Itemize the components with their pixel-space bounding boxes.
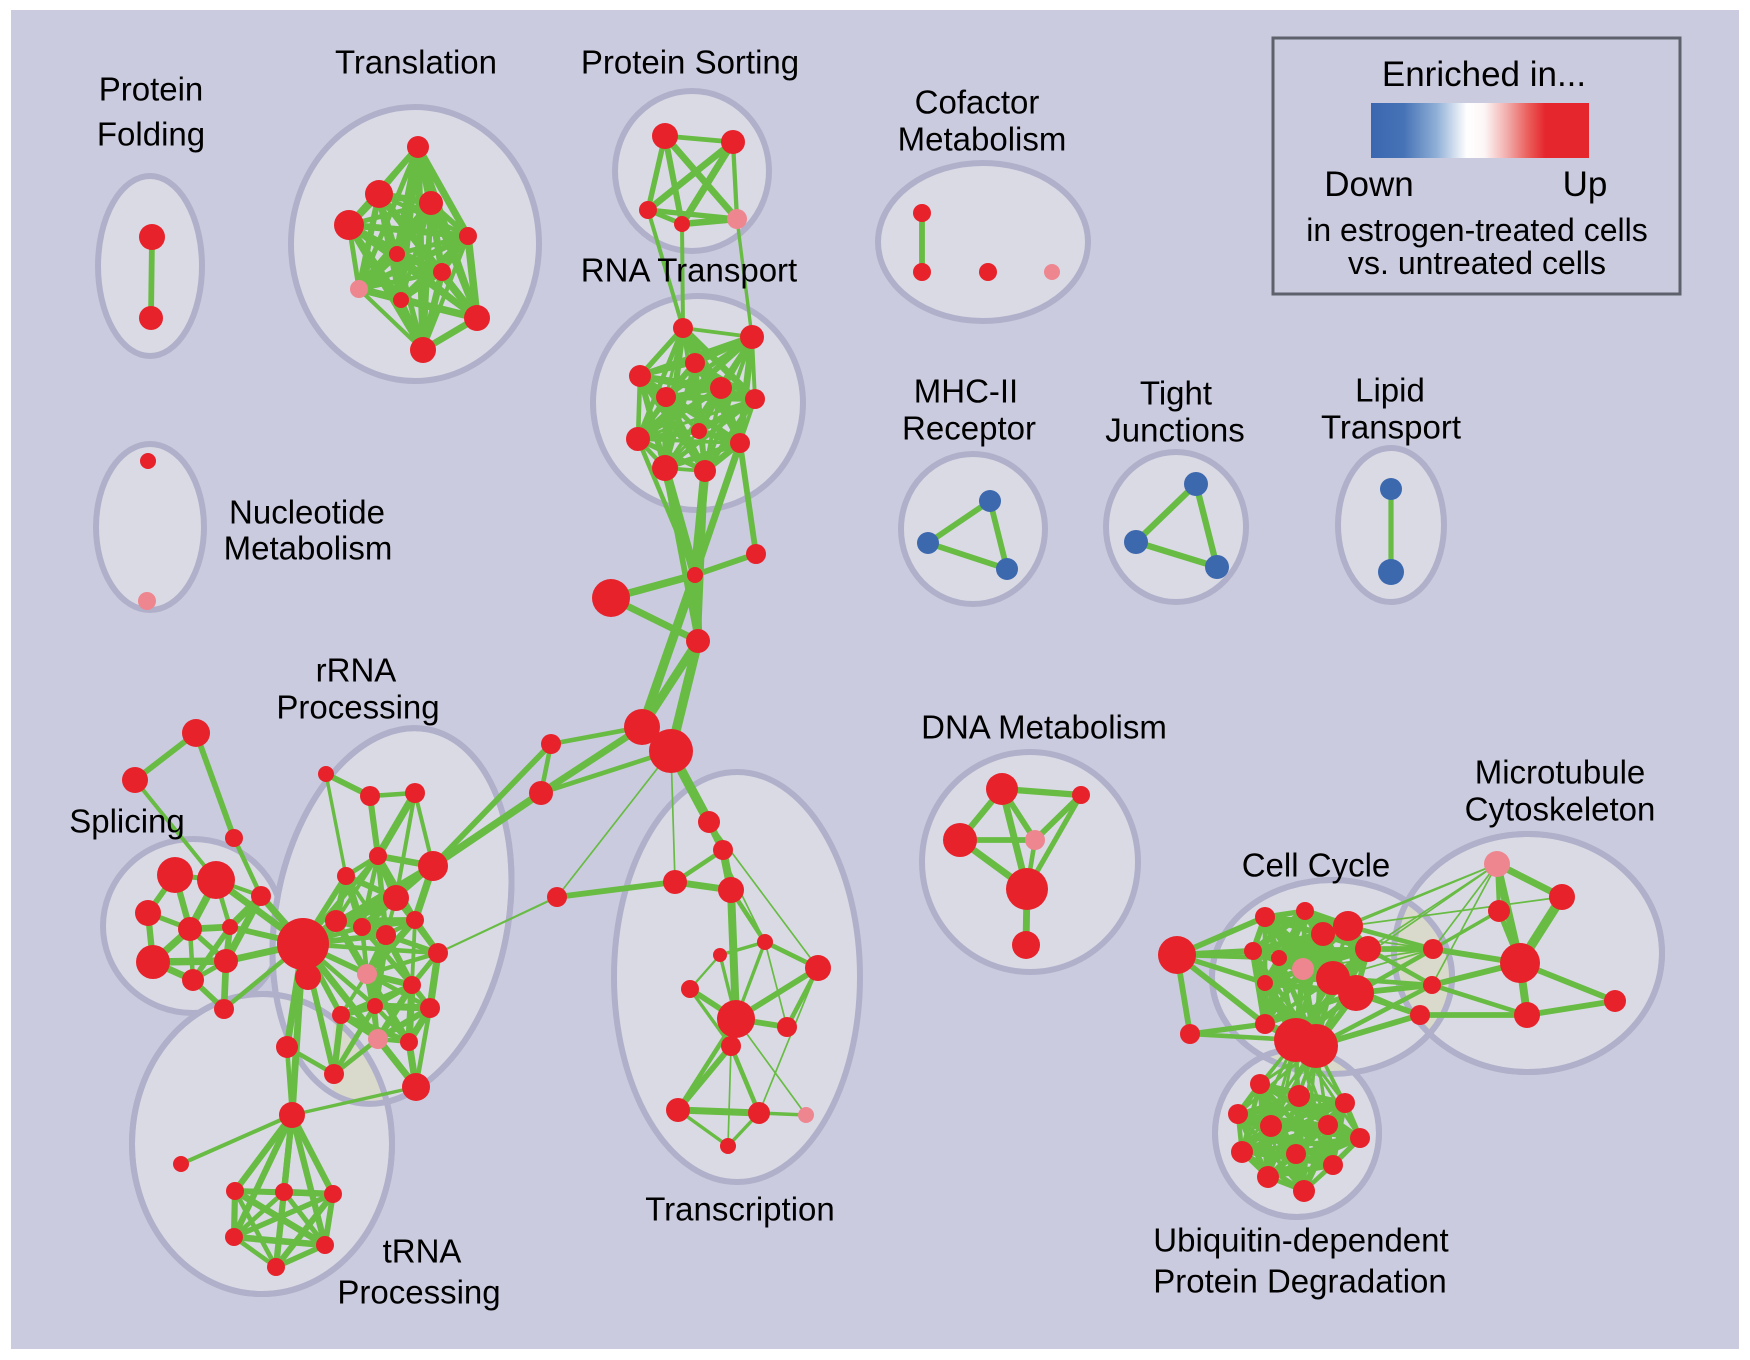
svg-text:Protein Degradation: Protein Degradation xyxy=(1153,1262,1447,1299)
svg-text:vs. untreated cells: vs. untreated cells xyxy=(1348,245,1606,281)
svg-text:Tight: Tight xyxy=(1140,374,1212,411)
svg-text:RNA Transport: RNA Transport xyxy=(581,251,797,288)
svg-text:Junctions: Junctions xyxy=(1105,411,1244,448)
svg-text:Down: Down xyxy=(1324,165,1413,204)
svg-text:Enriched in...: Enriched in... xyxy=(1382,55,1586,94)
svg-text:Folding: Folding xyxy=(97,115,205,152)
svg-text:Metabolism: Metabolism xyxy=(224,529,393,566)
svg-text:Up: Up xyxy=(1563,165,1608,204)
svg-text:Processing: Processing xyxy=(337,1273,500,1310)
svg-text:Microtubule: Microtubule xyxy=(1475,753,1646,790)
svg-text:Transcription: Transcription xyxy=(645,1190,835,1227)
svg-text:Processing: Processing xyxy=(276,688,439,725)
svg-text:Protein: Protein xyxy=(99,70,204,107)
svg-text:Splicing: Splicing xyxy=(69,802,185,839)
svg-text:Ubiquitin-dependent: Ubiquitin-dependent xyxy=(1153,1221,1448,1258)
svg-text:Receptor: Receptor xyxy=(902,409,1036,446)
svg-text:Transport: Transport xyxy=(1321,408,1461,445)
svg-text:Cofactor: Cofactor xyxy=(915,83,1040,120)
svg-text:in estrogen-treated cells: in estrogen-treated cells xyxy=(1306,212,1648,248)
svg-text:Protein Sorting: Protein Sorting xyxy=(581,43,799,80)
svg-text:Cell Cycle: Cell Cycle xyxy=(1242,846,1391,883)
svg-text:Cytoskeleton: Cytoskeleton xyxy=(1465,790,1656,827)
svg-text:rRNA: rRNA xyxy=(316,651,397,688)
svg-text:tRNA: tRNA xyxy=(383,1232,462,1269)
svg-text:Nucleotide: Nucleotide xyxy=(229,493,385,530)
svg-text:Translation: Translation xyxy=(335,43,497,80)
svg-text:Lipid: Lipid xyxy=(1355,371,1425,408)
svg-text:DNA Metabolism: DNA Metabolism xyxy=(921,708,1167,745)
svg-text:MHC-II: MHC-II xyxy=(914,372,1018,409)
svg-text:Metabolism: Metabolism xyxy=(898,120,1067,157)
